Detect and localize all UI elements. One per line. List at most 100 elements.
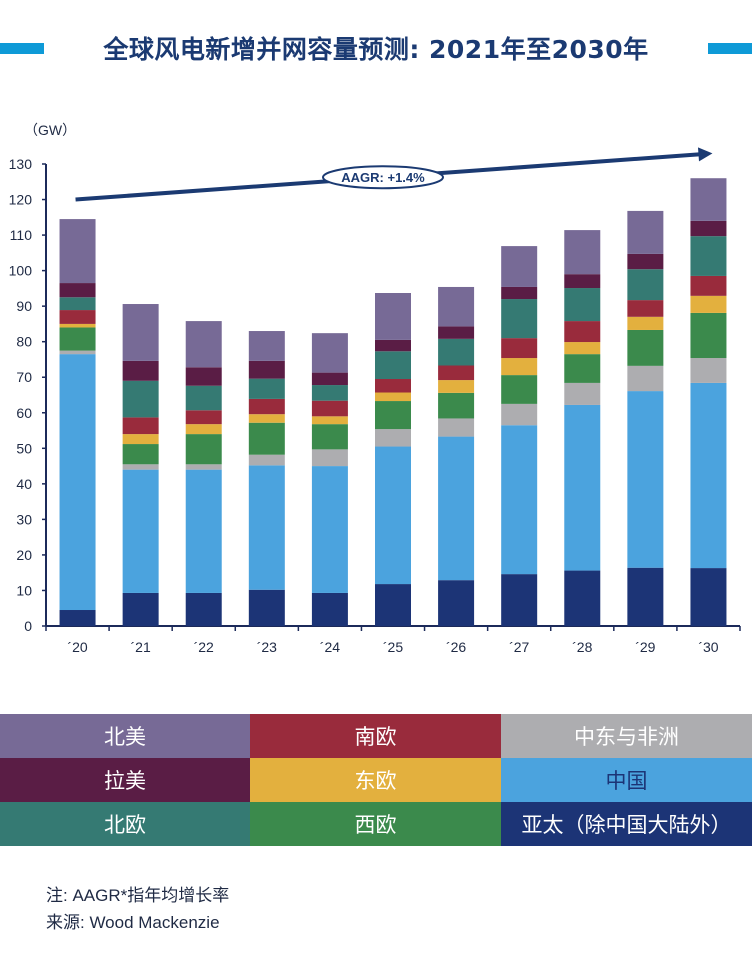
- notes: 注: AAGR*指年均增长率 来源: Wood Mackenzie: [46, 882, 229, 936]
- bar-segment: [438, 380, 475, 393]
- bar-segment: [185, 424, 222, 435]
- bar-segment: [438, 338, 475, 366]
- bar-segment: [248, 454, 285, 466]
- bar-segment: [122, 304, 159, 361]
- bar-segment: [375, 293, 411, 340]
- bar-segment: [185, 434, 222, 465]
- bar-segment: [501, 246, 538, 287]
- bar-segment: [311, 400, 348, 417]
- bar-segment: [248, 360, 285, 379]
- bar-segment: [501, 358, 538, 376]
- bar-segment: [59, 327, 96, 351]
- bar-segment: [248, 398, 285, 415]
- bar-segment: [627, 269, 664, 301]
- bar-segment: [311, 385, 348, 401]
- bar-segment: [375, 446, 411, 585]
- bar-segment: [564, 354, 601, 383]
- legend-item: 南欧: [250, 714, 501, 758]
- aagr-label-ellipse: [322, 165, 444, 190]
- bar-segment: [438, 418, 475, 437]
- legend-item: 中国: [501, 758, 752, 802]
- legend-item-label: 西欧: [354, 813, 397, 837]
- bar-segment: [122, 469, 159, 593]
- bar-segment: [59, 310, 96, 324]
- legend-item: 拉美: [0, 758, 250, 802]
- chart-title: 全球风电新增并网容量预测: 2021年至2030年: [103, 35, 649, 64]
- x-tick-label: ´30: [698, 639, 718, 655]
- y-axis-unit-label: （GW）: [24, 122, 77, 138]
- bar-segment: [690, 178, 727, 221]
- bar-segment: [311, 372, 348, 386]
- bar-segment: [311, 333, 348, 373]
- bar-segment: [627, 210, 664, 254]
- bar-segment: [122, 464, 159, 470]
- legend-item: 东欧: [250, 758, 501, 802]
- aagr-label: AAGR: +1.4%: [341, 170, 425, 185]
- y-tick-label: 100: [9, 263, 33, 279]
- x-tick-label: ´29: [635, 639, 655, 655]
- bar-segment: [627, 365, 664, 392]
- bar-segment: [311, 592, 348, 626]
- y-tick-label: 130: [9, 156, 33, 172]
- bar-segment: [564, 230, 601, 275]
- bar-segment: [375, 584, 411, 626]
- bar-segment: [690, 568, 727, 626]
- bar-segment: [564, 288, 601, 322]
- y-tick-label: 80: [16, 334, 32, 350]
- x-tick-label: ´26: [446, 639, 466, 655]
- bar-segment: [438, 436, 475, 581]
- bar-segment: [438, 326, 475, 339]
- bar-segment: [248, 422, 285, 455]
- bar-segment: [501, 286, 538, 300]
- y-tick-label: 20: [16, 547, 32, 563]
- x-tick-label: ´22: [194, 639, 214, 655]
- x-tick-label: ´21: [131, 639, 151, 655]
- bar-segment: [248, 414, 285, 423]
- stacked-bar-chart: 0 10 20 30 40 50 60 70 80 90 100 110 120 130 ´20 ´21 ´22…: [9, 147, 741, 655]
- bar-segment: [690, 236, 727, 276]
- bar-segment: [185, 367, 222, 386]
- bar-segment: [311, 449, 348, 467]
- y-tick-label: 50: [16, 440, 32, 456]
- bar-segment: [59, 219, 96, 284]
- bar-segment: [627, 329, 664, 366]
- legend-item: 西欧: [250, 802, 501, 846]
- y-tick-label: 110: [10, 227, 33, 243]
- y-tick-label: 90: [16, 298, 32, 314]
- legend-item-label: 拉美: [104, 769, 146, 793]
- bar-segment: [185, 321, 222, 368]
- legend-item-label: 亚太（除中国大陆外）: [521, 813, 732, 837]
- x-tick-label: ´28: [572, 639, 592, 655]
- bar-segment: [59, 610, 96, 626]
- y-tick-label: 10: [16, 582, 32, 598]
- bar-segment: [690, 220, 727, 237]
- y-tick-label: 70: [16, 369, 32, 385]
- bar-segment: [185, 410, 222, 425]
- legend: 北美 南欧 中东与非洲 拉美 东欧 中国 北欧 西欧 亚太（除中国大陆外）: [0, 714, 752, 846]
- legend-item-label: 东欧: [354, 769, 397, 793]
- y-tick-label: 40: [16, 476, 32, 492]
- note-aagr: 注: AAGR*指年均增长率: [46, 886, 230, 905]
- bar-segment: [122, 417, 159, 435]
- legend-item: 亚太（除中国大陆外）: [501, 802, 752, 846]
- bar-segment: [438, 365, 475, 381]
- legend-item-label: 中东与非洲: [574, 725, 679, 749]
- bar-segment: [627, 300, 664, 317]
- x-tick-label: ´23: [257, 639, 277, 655]
- bar-segment: [564, 321, 601, 343]
- bar-segment: [564, 342, 601, 355]
- bar-segment: [311, 424, 348, 450]
- bar-segment: [185, 469, 222, 593]
- bar-segment: [438, 392, 475, 419]
- bar-segment: [59, 297, 96, 311]
- bar-segment: [438, 286, 475, 327]
- bar-segment: [311, 466, 348, 593]
- bar-segment: [375, 379, 411, 393]
- bar-segment: [564, 570, 601, 626]
- bar-segment: [627, 316, 664, 330]
- bar-segment: [248, 589, 285, 626]
- bar-segment: [501, 338, 538, 359]
- bar-segment: [248, 465, 285, 590]
- legend-item: 北欧: [0, 802, 250, 846]
- title-accent-bar-right: [708, 43, 752, 54]
